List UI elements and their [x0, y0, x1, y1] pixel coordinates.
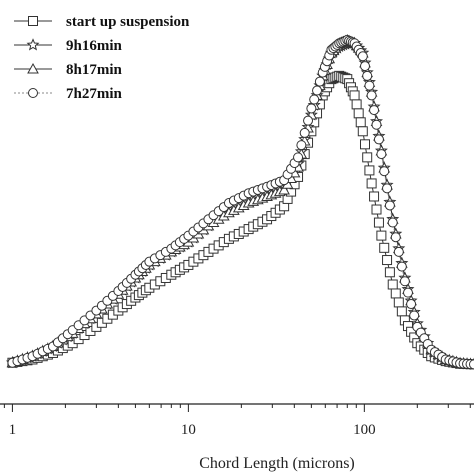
data-point	[402, 287, 413, 298]
data-point	[366, 178, 377, 189]
legend-marker	[28, 16, 38, 26]
data-point	[393, 297, 404, 308]
data-point	[373, 217, 384, 228]
data-point	[376, 149, 387, 160]
data-point	[373, 134, 384, 145]
data-point	[387, 279, 398, 290]
legend-label: 7h27min	[66, 86, 123, 102]
data-point	[379, 166, 390, 177]
data-point	[399, 276, 410, 287]
legend-marker	[28, 88, 38, 98]
data-point	[379, 242, 390, 253]
data-point	[312, 85, 323, 96]
data-point	[353, 108, 364, 119]
data-point	[278, 183, 290, 195]
data-point	[366, 90, 377, 101]
data-point	[364, 80, 375, 91]
data-point	[296, 140, 307, 151]
data-point	[387, 217, 398, 228]
data-point	[362, 70, 373, 81]
data-point	[359, 61, 370, 72]
data-point	[469, 359, 474, 370]
data-point	[396, 306, 407, 317]
data-point	[306, 103, 317, 114]
data-point	[362, 152, 373, 163]
data-point	[369, 191, 380, 202]
data-point	[364, 165, 375, 176]
legend-label: 8h17min	[66, 62, 123, 78]
legend-label: 9h16min	[66, 38, 123, 54]
series-circle	[7, 35, 474, 370]
data-point	[382, 255, 393, 266]
data-point	[371, 119, 382, 130]
x-axis-title: Chord Length (microns)	[199, 455, 355, 472]
data-point	[309, 94, 320, 105]
data-point	[371, 204, 382, 215]
legend-item: 8h17min	[14, 62, 123, 78]
data-point	[396, 261, 407, 272]
data-point	[349, 90, 360, 101]
x-tick-label: 1	[9, 422, 17, 438]
plot-area	[5, 33, 474, 370]
data-point	[357, 51, 368, 62]
legend-item: 9h16min	[14, 38, 123, 54]
data-point	[351, 99, 362, 110]
data-point	[390, 288, 401, 299]
data-point	[384, 267, 395, 278]
data-point	[393, 246, 404, 257]
data-point	[299, 127, 310, 138]
data-point	[409, 310, 420, 321]
data-point	[359, 139, 370, 150]
data-point	[293, 152, 304, 163]
data-point	[376, 230, 387, 241]
data-point	[390, 232, 401, 243]
x-tick-label: 10	[181, 422, 196, 438]
data-point	[406, 299, 417, 310]
x-axis-ticks: 1 10 100	[3, 404, 471, 438]
legend-marker	[26, 38, 40, 51]
legend-item: 7h27min	[14, 86, 123, 102]
legend-marker	[27, 62, 39, 74]
data-point	[369, 105, 380, 116]
data-point	[303, 115, 314, 126]
legend-label: start up suspension	[66, 14, 190, 30]
legend-item: start up suspension	[14, 14, 190, 30]
x-tick-label: 100	[353, 422, 376, 438]
data-point	[314, 76, 325, 87]
data-point	[382, 183, 393, 194]
legend: start up suspension 9h16min 8h17min 7h27min	[14, 14, 190, 102]
data-point	[355, 117, 366, 128]
data-point	[384, 200, 395, 211]
data-point	[357, 126, 368, 137]
